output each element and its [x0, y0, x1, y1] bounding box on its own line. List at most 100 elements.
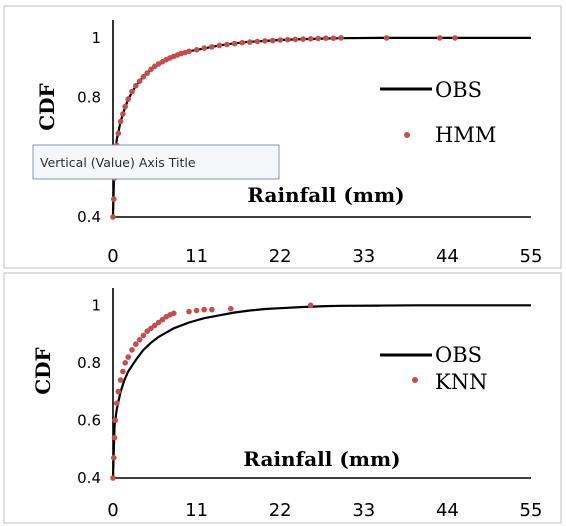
- data-point-hmm: [122, 103, 128, 110]
- y-tick-label: 0.6: [77, 411, 101, 429]
- data-point-knn: [125, 354, 131, 360]
- x-tick-label: 0: [107, 500, 118, 521]
- x-tick-label: 22: [269, 246, 292, 267]
- data-point-hmm: [338, 35, 344, 41]
- data-point-hmm: [315, 35, 322, 42]
- data-point-hmm: [224, 41, 230, 48]
- data-point-knn: [111, 455, 117, 461]
- plot-series-2: [110, 302, 531, 481]
- data-point-knn: [129, 347, 135, 353]
- data-point-knn: [136, 337, 143, 343]
- data-point-hmm: [307, 36, 314, 42]
- data-point-hmm: [120, 111, 126, 117]
- data-point-knn: [148, 325, 154, 332]
- y-axis-title-1[interactable]: CDF: [35, 83, 59, 130]
- data-point-hmm: [117, 118, 124, 125]
- data-point-knn: [111, 434, 118, 441]
- data-point-hmm: [269, 37, 276, 44]
- data-point-knn: [114, 400, 120, 407]
- chart-area-2[interactable]: [3, 272, 562, 524]
- data-point-hmm: [262, 38, 268, 44]
- x-tick-label: 11: [185, 246, 208, 267]
- y-axis-title-2[interactable]: CDF: [31, 347, 55, 394]
- data-point-hmm: [330, 35, 337, 41]
- data-point-knn: [115, 388, 122, 395]
- data-point-hmm: [292, 36, 299, 43]
- data-point-knn: [133, 341, 139, 347]
- data-point-knn: [140, 332, 147, 339]
- x-tick-label: 55: [520, 500, 543, 521]
- x-axis-title-1[interactable]: Rainfall (mm): [247, 183, 404, 207]
- tooltip-box: [32, 144, 280, 180]
- legend-swatch-knn: [412, 377, 418, 383]
- chart-area-1[interactable]: [3, 5, 562, 269]
- data-point-knn: [110, 475, 116, 481]
- y-tick-label: 0.8: [77, 89, 101, 107]
- data-point-hmm: [247, 39, 253, 45]
- x-tick-label: 22: [269, 500, 292, 521]
- data-point-hmm: [148, 66, 154, 73]
- data-point-knn: [171, 310, 177, 317]
- data-point-knn: [193, 307, 200, 314]
- chart-panel-1: 0.4 0.8 1 0 11 22 33 44 55 CDF Rainfall (mm) OB…: [3, 5, 562, 269]
- x-tick-label: 55: [520, 246, 543, 267]
- tooltip-text: Vertical (Value) Axis Title: [40, 155, 196, 170]
- x-tick-label: 44: [436, 246, 459, 267]
- x-tick-label: 11: [185, 500, 208, 521]
- y-tick-label: 1: [91, 296, 101, 314]
- data-point-hmm: [383, 35, 390, 41]
- y-tick-labels-2: 0.4 0.6 0.8 1: [77, 296, 101, 487]
- data-point-hmm: [193, 47, 200, 53]
- data-point-knn: [112, 417, 119, 424]
- data-point-hmm: [277, 37, 284, 43]
- legend-1[interactable]: OBS HMM: [380, 78, 496, 147]
- x-tick-labels-1: 0 11 22 33 44 55: [107, 246, 542, 267]
- x-tick-label: 44: [436, 500, 459, 521]
- data-point-hmm: [300, 36, 306, 42]
- data-point-hmm: [209, 44, 215, 50]
- data-point-knn: [307, 302, 314, 309]
- data-point-hmm: [144, 70, 150, 76]
- data-point-knn: [120, 368, 126, 375]
- legend-label-hmm: HMM: [435, 123, 496, 147]
- data-point-knn: [201, 306, 207, 313]
- series-line-obs: [111, 304, 531, 479]
- axis-title-tooltip: Vertical (Value) Axis Title: [32, 144, 280, 180]
- data-point-hmm: [133, 82, 139, 89]
- data-point-knn: [159, 316, 166, 323]
- data-point-knn: [186, 308, 192, 315]
- data-point-knn: [152, 322, 158, 329]
- data-point-knn: [209, 306, 215, 313]
- data-point-hmm: [323, 35, 329, 41]
- x-axis-title-2[interactable]: Rainfall (mm): [243, 447, 400, 471]
- x-tick-label: 0: [107, 246, 118, 267]
- data-point-hmm: [125, 96, 131, 102]
- data-point-knn: [144, 328, 150, 335]
- y-tick-label: 0.8: [77, 354, 101, 372]
- x-tick-label: 33: [352, 246, 375, 267]
- data-point-hmm: [239, 39, 245, 46]
- data-point-hmm: [216, 42, 223, 49]
- data-point-knn: [117, 377, 124, 383]
- plot-series-1: [110, 35, 531, 220]
- y-tick-label: 0.4: [77, 208, 101, 226]
- legend-2[interactable]: OBS KNN: [380, 343, 487, 394]
- data-point-hmm: [285, 36, 291, 43]
- data-point-hmm: [140, 73, 147, 80]
- legend-label-knn: KNN: [435, 370, 487, 394]
- y-tick-label: 0.4: [77, 469, 101, 487]
- y-tick-label: 1: [91, 29, 101, 47]
- legend-label-obs-1: OBS: [435, 78, 482, 102]
- data-point-hmm: [115, 130, 122, 137]
- legend-label-obs-2: OBS: [435, 343, 482, 367]
- data-point-hmm: [231, 40, 238, 47]
- data-point-knn: [228, 305, 234, 312]
- data-point-hmm: [452, 35, 458, 41]
- data-point-hmm: [136, 78, 143, 84]
- y-tick-labels-1: 0.4 0.8 1: [77, 29, 101, 226]
- data-point-hmm: [111, 196, 117, 202]
- data-point-hmm: [201, 45, 207, 51]
- x-tick-label: 33: [352, 500, 375, 521]
- legend-swatch-hmm: [404, 132, 410, 138]
